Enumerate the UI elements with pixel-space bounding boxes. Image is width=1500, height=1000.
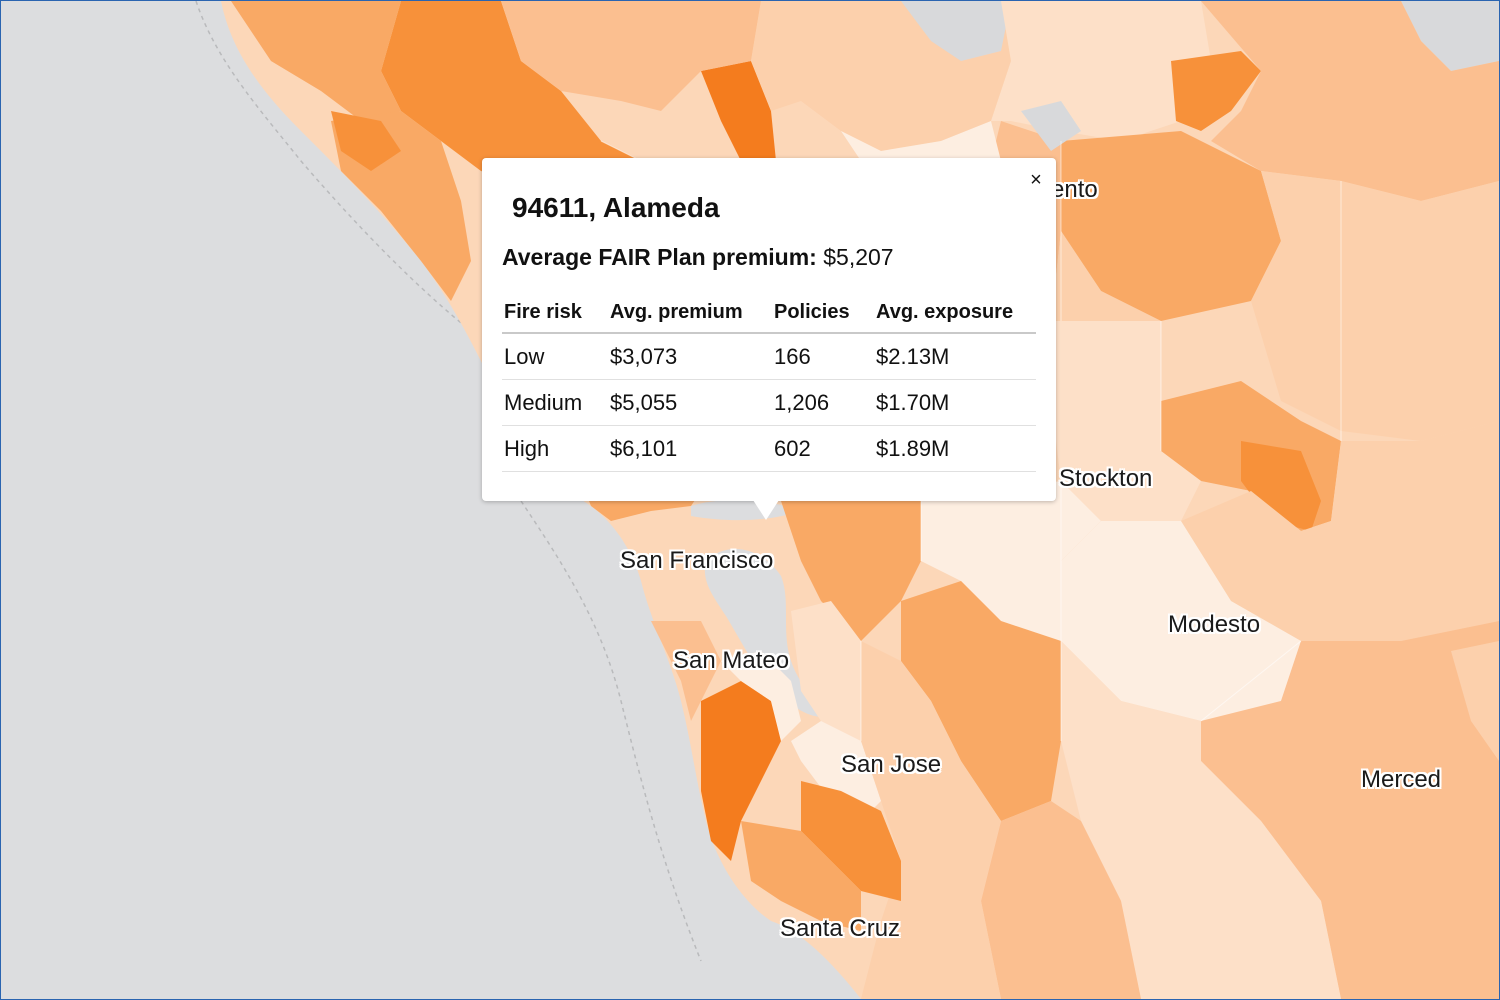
city-label-merced: Merced xyxy=(1361,766,1442,793)
city-label-sacramento: ento xyxy=(1051,176,1098,203)
zip-region[interactable] xyxy=(1181,421,1499,641)
table-header-row: Fire risk Avg. premium Policies Avg. exp… xyxy=(502,292,1036,334)
zip-region[interactable] xyxy=(1171,51,1261,131)
city-label-stockton: Stockton xyxy=(1059,465,1153,492)
popup-pointer xyxy=(753,500,779,520)
cell-avg-exposure: $2.13M xyxy=(874,333,1036,380)
zip-region[interactable] xyxy=(231,1,401,121)
cell-avg-exposure: $1.70M xyxy=(874,379,1036,426)
city-label-san-mateo: San Mateo xyxy=(673,647,790,674)
cell-avg-exposure: $1.89M xyxy=(874,425,1036,472)
zip-region[interactable] xyxy=(1451,641,1499,761)
maritime-boundary xyxy=(520,500,702,962)
cell-policies: 166 xyxy=(772,333,874,380)
table-row: Low $3,073 166 $2.13M xyxy=(502,333,1036,380)
san-francisco-bay xyxy=(704,549,831,717)
zip-region[interactable] xyxy=(901,1,1011,61)
maritime-boundary xyxy=(195,1,472,332)
zip-region[interactable] xyxy=(1061,131,1281,321)
summary-label: Average FAIR Plan premium: xyxy=(502,244,817,270)
zip-region[interactable] xyxy=(1201,621,1499,999)
city-label-san-jose: San Jose xyxy=(841,751,942,778)
zip-region[interactable] xyxy=(721,651,801,741)
zip-region[interactable] xyxy=(1061,641,1341,999)
cell-fire-risk: Medium xyxy=(502,379,608,426)
zip-region[interactable] xyxy=(781,501,921,641)
cell-avg-premium: $3,073 xyxy=(608,333,772,380)
city-label-san-francisco: San Francisco xyxy=(620,547,774,574)
cell-avg-premium: $6,101 xyxy=(608,425,772,472)
zip-region[interactable] xyxy=(651,621,721,721)
column-header-avg-premium: Avg. premium xyxy=(608,292,772,334)
popup-summary: Average FAIR Plan premium: $5,207 xyxy=(502,244,894,271)
zip-region[interactable] xyxy=(791,601,861,761)
zip-region[interactable] xyxy=(801,781,901,901)
column-header-avg-exposure: Avg. exposure xyxy=(874,292,1036,334)
zip-region[interactable] xyxy=(501,1,761,111)
zip-region[interactable] xyxy=(981,801,1141,999)
zip-region[interactable] xyxy=(861,641,1001,999)
zip-region[interactable] xyxy=(1241,441,1321,531)
close-popup-button[interactable]: × xyxy=(1030,169,1042,191)
zip-region[interactable] xyxy=(1251,171,1499,441)
cell-policies: 1,206 xyxy=(772,379,874,426)
zip-region[interactable] xyxy=(901,581,1061,821)
column-header-fire-risk: Fire risk xyxy=(502,292,608,334)
cell-policies: 602 xyxy=(772,425,874,472)
zip-region[interactable] xyxy=(701,681,781,861)
zip-region[interactable] xyxy=(1051,231,1161,321)
zip-region[interactable] xyxy=(1061,521,1301,721)
cell-fire-risk: High xyxy=(502,425,608,472)
table-row: Medium $5,055 1,206 $1.70M xyxy=(502,379,1036,426)
summary-value: $5,207 xyxy=(823,244,894,270)
zip-region[interactable] xyxy=(791,721,881,821)
zip-region[interactable] xyxy=(701,61,776,161)
zip-regions[interactable] xyxy=(231,1,1499,999)
zip-region[interactable] xyxy=(921,481,1101,641)
zip-info-popup: × 94611, Alameda Average FAIR Plan premi… xyxy=(482,158,1056,501)
zip-region[interactable] xyxy=(331,111,401,171)
zip-region[interactable] xyxy=(1201,1,1499,201)
fire-risk-table: Fire risk Avg. premium Policies Avg. exp… xyxy=(502,292,1036,472)
zip-region[interactable] xyxy=(1021,101,1081,151)
zip-region[interactable] xyxy=(1401,1,1499,71)
zip-region[interactable] xyxy=(741,821,861,931)
zip-region[interactable] xyxy=(1051,321,1201,521)
table-row: High $6,101 602 $1.89M xyxy=(502,425,1036,472)
popup-title: 94611, Alameda xyxy=(512,192,720,223)
city-label-santa-cruz: Santa Cruz xyxy=(780,915,901,942)
cell-fire-risk: Low xyxy=(502,333,608,380)
column-header-policies: Policies xyxy=(772,292,874,334)
city-label-modesto: Modesto xyxy=(1168,611,1261,638)
cell-avg-premium: $5,055 xyxy=(608,379,772,426)
